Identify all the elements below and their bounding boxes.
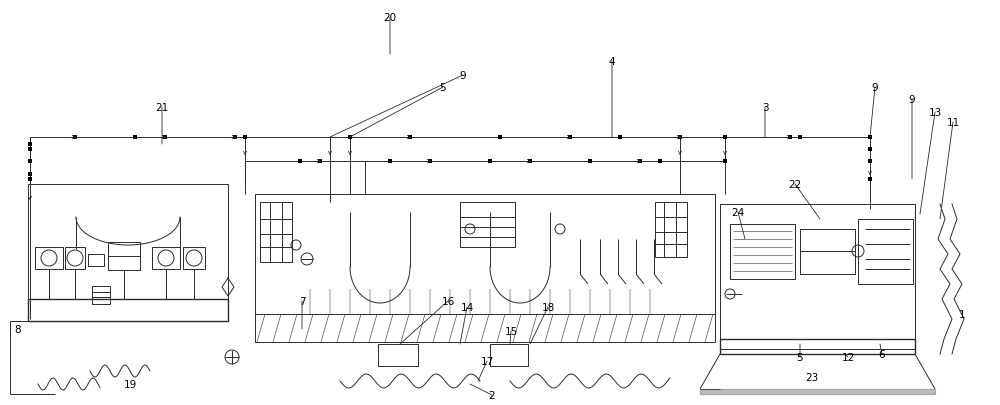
Text: 7: 7	[299, 296, 305, 306]
Bar	[800, 230, 855, 274]
Text: 20: 20	[383, 13, 397, 23]
Text: 13: 13	[928, 108, 942, 118]
Bar	[655, 202, 687, 257]
Bar	[152, 247, 180, 269]
Bar	[65, 247, 85, 269]
Text: 2: 2	[489, 390, 495, 400]
Text: 17: 17	[480, 356, 494, 366]
Bar	[720, 205, 915, 349]
Bar	[730, 224, 795, 279]
Bar	[858, 220, 913, 284]
Text: 14: 14	[460, 302, 474, 312]
Bar	[490, 344, 528, 366]
Text: 5: 5	[440, 83, 446, 93]
Text: 9: 9	[909, 95, 915, 105]
Text: 21: 21	[155, 103, 169, 113]
Text: 9: 9	[460, 71, 466, 81]
Bar	[35, 247, 63, 269]
Text: 18: 18	[541, 302, 555, 312]
Bar	[88, 254, 104, 266]
Text: 1: 1	[959, 309, 965, 319]
Bar	[255, 194, 715, 342]
Text: 23: 23	[805, 372, 819, 382]
Bar	[108, 243, 140, 270]
Text: 19: 19	[123, 379, 137, 389]
Bar	[28, 185, 228, 321]
Text: 22: 22	[788, 179, 802, 190]
Bar	[92, 286, 110, 304]
Bar	[28, 299, 228, 321]
Text: 6: 6	[879, 349, 885, 359]
Text: 24: 24	[731, 207, 745, 217]
Text: 9: 9	[872, 83, 878, 93]
Text: 8: 8	[15, 324, 21, 334]
Text: 16: 16	[441, 296, 455, 306]
Text: 15: 15	[504, 326, 518, 336]
Bar	[260, 202, 292, 262]
Text: 4: 4	[609, 57, 615, 67]
Text: 3: 3	[762, 103, 768, 113]
Text: 12: 12	[841, 352, 855, 362]
Text: 11: 11	[946, 118, 960, 128]
Bar	[378, 344, 418, 366]
Text: 5: 5	[797, 352, 803, 362]
Bar	[183, 247, 205, 269]
Bar	[720, 339, 915, 354]
Bar	[460, 202, 515, 247]
